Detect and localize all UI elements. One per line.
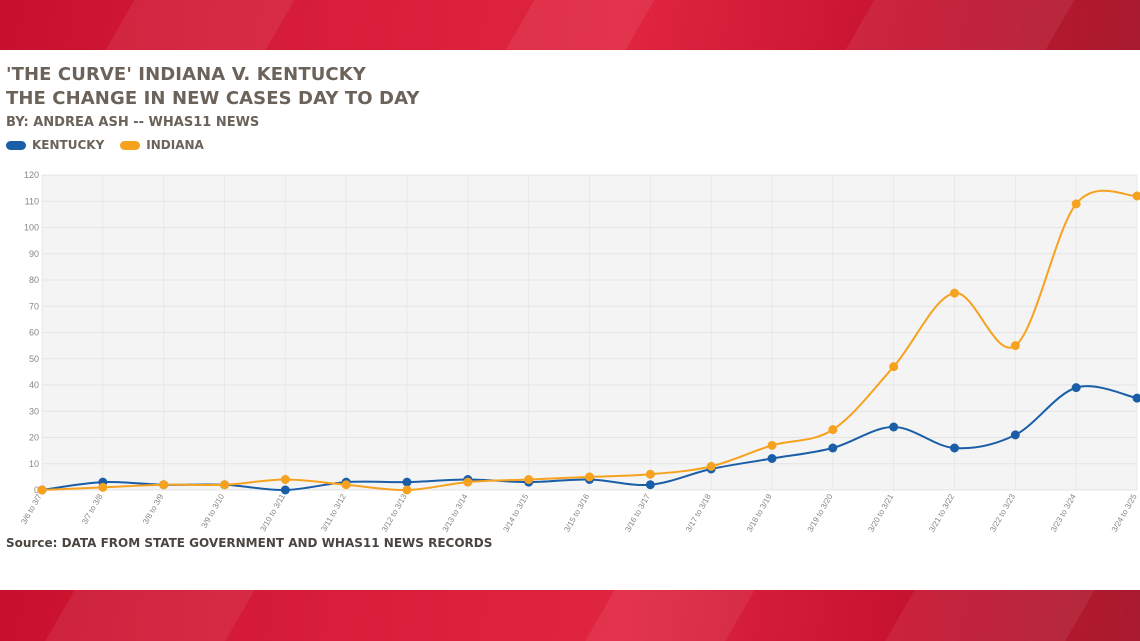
- data-point-indiana: [585, 472, 594, 482]
- x-tick-label: 3/8 to 3/9: [141, 492, 166, 526]
- data-point-indiana: [950, 288, 959, 298]
- source-note: Source: DATA FROM STATE GOVERNMENT AND W…: [6, 536, 493, 550]
- data-point-indiana: [706, 461, 716, 471]
- y-tick-label: 0: [34, 485, 39, 495]
- x-tick-label: 3/21 to 3/22: [927, 492, 956, 534]
- y-tick-label: 80: [29, 275, 39, 285]
- x-tick-label: 3/9 to 3/10: [200, 492, 227, 530]
- x-tick-label: 3/12 to 3/13: [380, 492, 409, 534]
- data-point-kentucky: [1071, 383, 1081, 393]
- top-banner: [0, 0, 1140, 50]
- x-tick-label: 3/23 to 3/24: [1049, 492, 1078, 534]
- chart-card: 'THE CURVE' INDIANA V. KENTUCKY THE CHAN…: [0, 50, 1140, 590]
- data-point-indiana: [767, 440, 777, 450]
- line-chart: 0 10 20 30 40 50 60 70 80 90 100 110 120 3/6 to 3/7 3/…: [19, 170, 1140, 534]
- x-tick-label: 3/7 to 3/8: [80, 492, 105, 526]
- legend-item-indiana[interactable]: INDIANA: [120, 138, 204, 152]
- data-point-indiana: [828, 425, 838, 435]
- x-tick-label: 3/17 to 3/18: [684, 492, 713, 534]
- data-point-indiana: [341, 480, 351, 490]
- legend-item-kentucky[interactable]: KENTUCKY: [6, 138, 104, 152]
- y-tick-label: 40: [29, 380, 39, 390]
- y-tick-label: 70: [29, 301, 39, 311]
- data-point-indiana: [402, 485, 412, 495]
- series-line-indiana: [41, 189, 1138, 492]
- y-tick-label: 20: [29, 433, 39, 443]
- data-point-indiana: [645, 469, 655, 479]
- data-point-kentucky: [1010, 430, 1020, 440]
- x-tick-label: 3/10 to 3/11: [258, 492, 287, 533]
- legend-label-kentucky: KENTUCKY: [32, 138, 105, 152]
- y-tick-label: 90: [29, 249, 39, 259]
- legend: KENTUCKY INDIANA: [6, 138, 204, 152]
- x-tick-label: 3/13 to 3/14: [441, 492, 470, 534]
- data-point-indiana: [220, 480, 229, 490]
- x-tick-label: 3/20 to 3/21: [866, 492, 895, 534]
- byline: BY: ANDREA ASH -- WHAS11 NEWS: [6, 115, 260, 130]
- legend-swatch-indiana: [120, 140, 141, 150]
- data-point-kentucky: [645, 480, 655, 490]
- y-tick-label: 50: [29, 354, 39, 364]
- chart-subtitle: THE CHANGE IN NEW CASES DAY TO DAY: [6, 88, 420, 109]
- data-point-kentucky: [402, 477, 412, 487]
- data-point-indiana: [524, 475, 534, 484]
- data-point-indiana: [463, 477, 473, 487]
- y-tick-label: 60: [29, 328, 39, 338]
- x-tick-label: 3/22 to 3/23: [988, 492, 1017, 534]
- data-point-kentucky: [889, 422, 899, 432]
- data-point-indiana: [1132, 191, 1140, 201]
- data-point-kentucky: [828, 443, 838, 453]
- legend-swatch-kentucky: [6, 140, 26, 150]
- bottom-banner: [0, 590, 1140, 641]
- data-point-indiana: [98, 482, 108, 492]
- x-tick-label: 3/16 to 3/17: [623, 492, 652, 534]
- data-point-indiana: [889, 362, 899, 372]
- data-point-kentucky: [280, 485, 290, 495]
- chart-title: 'THE CURVE' INDIANA V. KENTUCKY: [6, 64, 366, 85]
- x-tick-label: 3/14 to 3/15: [501, 492, 530, 534]
- data-point-indiana: [159, 480, 169, 490]
- data-point-indiana: [37, 485, 47, 495]
- y-tick-label: 10: [29, 459, 39, 469]
- data-point-indiana: [1010, 341, 1020, 351]
- data-point-indiana: [1071, 199, 1081, 209]
- x-tick-label: 3/11 to 3/12: [319, 492, 348, 533]
- y-tick-label: 30: [29, 406, 39, 416]
- x-tick-label: 3/19 to 3/20: [806, 492, 835, 534]
- y-tick-label: 110: [25, 196, 39, 206]
- data-point-kentucky: [767, 454, 777, 463]
- x-tick-label: 3/15 to 3/16: [562, 492, 591, 534]
- data-point-kentucky: [1132, 393, 1140, 403]
- data-point-kentucky: [950, 443, 959, 453]
- y-tick-label: 100: [24, 223, 39, 233]
- x-tick-label: 3/6 to 3/7: [19, 492, 44, 526]
- legend-label-indiana: INDIANA: [146, 138, 204, 152]
- y-tick-label: 120: [24, 170, 39, 180]
- x-tick-label: 3/24 to 3/25: [1110, 492, 1139, 534]
- data-point-indiana: [280, 475, 290, 484]
- x-tick-label: 3/18 to 3/19: [745, 492, 774, 534]
